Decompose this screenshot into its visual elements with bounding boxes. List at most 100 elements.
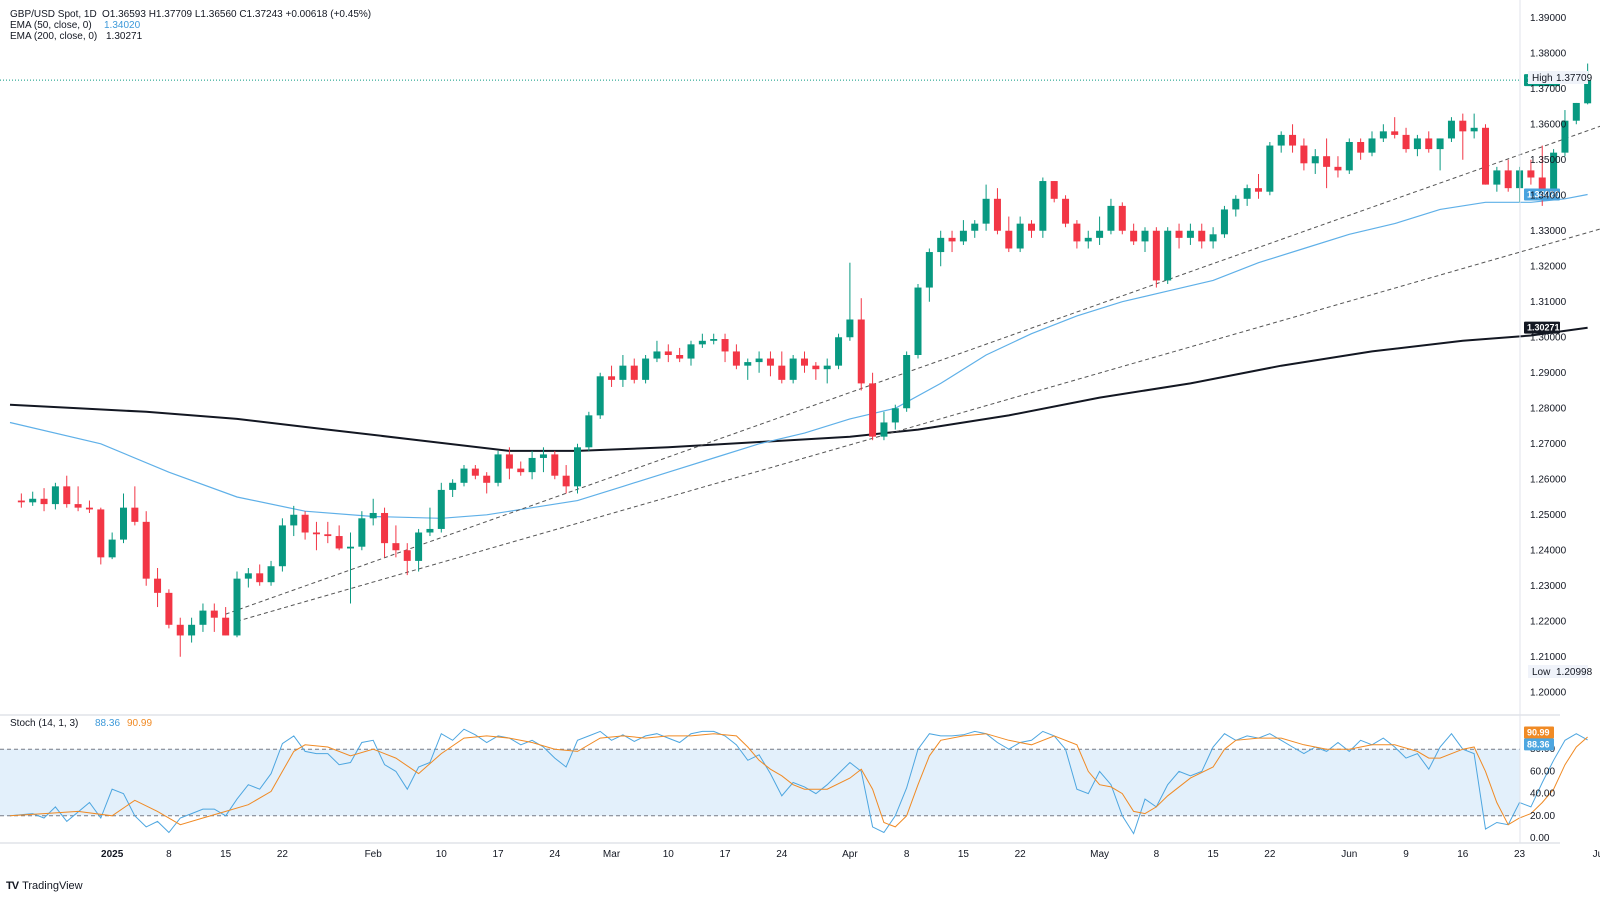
price-legend: GBP/USD Spot, 1D O1.36593 H1.37709 L1.36… <box>10 9 371 42</box>
candle-body <box>857 319 865 384</box>
candle-layer <box>17 63 1592 657</box>
ema200-badge: 1.30271 <box>1527 323 1560 333</box>
candle-body <box>40 498 48 505</box>
candle-body <box>1220 209 1228 235</box>
candle-body <box>698 340 706 345</box>
candle-body <box>1005 230 1013 249</box>
time-tick-label: 8 <box>904 849 910 860</box>
stoch-tick-label: 0.00 <box>1530 833 1550 844</box>
candle-body <box>1209 234 1217 242</box>
candle-body <box>165 592 173 625</box>
time-tick-label: Apr <box>842 849 858 860</box>
legend-ohlc: O1.36593 H1.37709 L1.36560 C1.37243 +0.0… <box>102 9 371 20</box>
candle-body <box>1232 198 1240 210</box>
time-tick-label: 8 <box>166 849 172 860</box>
time-tick-label: 22 <box>1264 849 1276 860</box>
candle-body <box>937 237 945 253</box>
candle-body <box>710 339 718 341</box>
time-tick-label: 10 <box>436 849 448 860</box>
tradingview-logo-icon: TV <box>6 880 19 892</box>
legend-ema50-label[interactable]: EMA (50, close, 0) <box>10 20 92 31</box>
candle-body <box>1198 230 1206 242</box>
price-tick-label: 1.22000 <box>1530 616 1567 627</box>
price-axis[interactable]: 1.20000 1.21000 1.22000 1.23000 1.24000 1.250… <box>1530 13 1567 699</box>
candle-body <box>1016 223 1024 249</box>
time-tick-label: 2025 <box>101 849 124 860</box>
candle-body <box>1186 230 1194 238</box>
candle-body <box>1357 142 1365 153</box>
candle-body <box>108 539 116 558</box>
candle-body <box>1550 152 1558 196</box>
price-tick-label: 1.31000 <box>1530 297 1567 308</box>
candle-body <box>1470 127 1478 132</box>
candle-body <box>755 358 763 363</box>
price-tick-label: 1.34000 <box>1530 190 1567 201</box>
candle-body <box>1561 120 1569 153</box>
candle-body <box>437 489 445 529</box>
time-tick-label: 8 <box>1154 849 1160 860</box>
candle-body <box>1084 237 1092 242</box>
time-tick-label: Jul <box>1593 849 1600 860</box>
tradingview-brand[interactable]: TV TradingView <box>6 880 83 892</box>
time-axis[interactable]: 2025 8 15 22 Feb 10 17 24 Mar 10 17 24 Apr 8 15 22 May 8 1… <box>101 849 1600 860</box>
price-tick-label: 1.27000 <box>1530 439 1567 450</box>
stoch-overbought-oversold-band <box>0 749 1520 816</box>
time-tick-label: 23 <box>1514 849 1526 860</box>
trend-line[interactable] <box>225 107 1600 615</box>
candle-body <box>267 566 275 583</box>
candle-body <box>1107 205 1115 231</box>
stoch-d-badge: 90.99 <box>1527 728 1550 738</box>
candle-body <box>596 376 604 416</box>
candle-body <box>403 550 411 561</box>
candle-body <box>732 351 740 366</box>
candle-body <box>982 198 990 224</box>
candle-body <box>392 543 400 551</box>
stoch-band-layer <box>0 748 1520 817</box>
candle-body <box>869 383 877 437</box>
candle-body <box>835 337 843 366</box>
candle-body <box>1311 156 1319 164</box>
stoch-legend-d: 90.99 <box>127 718 152 729</box>
candle-body <box>347 546 354 549</box>
time-tick-label: 17 <box>719 849 731 860</box>
candle-body <box>505 454 513 469</box>
candle-body <box>51 486 59 505</box>
low-marker-bg <box>1528 665 1588 678</box>
candle-body <box>1459 120 1467 132</box>
stoch-legend-k: 88.36 <box>95 718 120 729</box>
legend-ema200-label[interactable]: EMA (200, close, 0) <box>10 31 97 42</box>
high-marker-bg <box>1528 71 1588 84</box>
legend-ema50-value: 1.34020 <box>104 20 141 31</box>
candle-body <box>891 408 899 423</box>
candle-body <box>74 504 82 508</box>
candle-body <box>1039 181 1047 231</box>
candle-body <box>1425 138 1433 150</box>
candle-body <box>1436 138 1444 150</box>
candle-body <box>1175 230 1183 238</box>
time-tick-label: 15 <box>220 849 232 860</box>
stoch-legend-label[interactable]: Stoch (14, 1, 3) <box>10 718 78 729</box>
candle-body <box>233 578 241 636</box>
candle-body <box>1152 230 1160 281</box>
stoch-tick-label: 60.00 <box>1530 766 1555 777</box>
legend-symbol[interactable]: GBP/USD Spot, 1D <box>10 9 97 20</box>
candle-body <box>312 532 320 535</box>
candle-body <box>528 457 536 473</box>
time-tick-label: May <box>1090 849 1109 860</box>
candle-body <box>539 454 547 458</box>
candle-body <box>301 514 309 533</box>
low-marker-label: Low <box>1532 667 1551 678</box>
stoch-k-badge: 88.36 <box>1527 739 1550 749</box>
ema50-layer <box>9 193 1588 519</box>
trend-line[interactable] <box>236 213 1600 622</box>
candle-body <box>1300 145 1308 164</box>
candle-body <box>1584 80 1592 104</box>
price-tick-label: 1.37000 <box>1530 84 1567 95</box>
candle-body <box>789 358 797 380</box>
candle-body <box>1379 131 1387 139</box>
candle-body <box>1334 166 1342 171</box>
candle-body <box>1572 102 1580 121</box>
candle-body <box>154 578 162 593</box>
